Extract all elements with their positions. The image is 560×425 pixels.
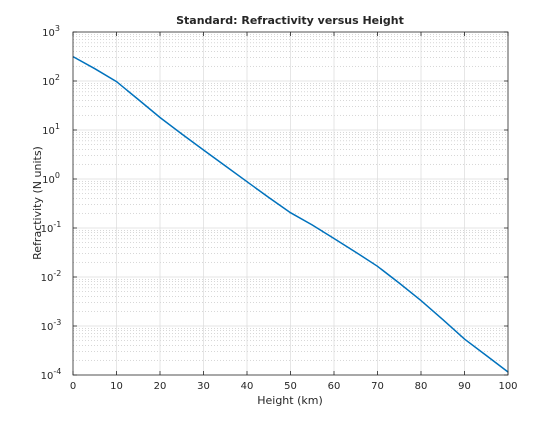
x-tick-label: 20 xyxy=(154,381,167,392)
chart-title: Standard: Refractivity versus Height xyxy=(176,14,404,27)
x-tick-label: 40 xyxy=(241,381,254,392)
x-axis-label: Height (km) xyxy=(257,394,323,407)
y-tick-label: 101 xyxy=(42,122,60,137)
y-tick-label: 100 xyxy=(42,171,60,186)
grid xyxy=(73,32,508,375)
y-tick-label: 10-3 xyxy=(41,318,62,333)
y-tick-label: 10-4 xyxy=(41,367,62,382)
y-tick-label: 10-1 xyxy=(41,220,62,235)
y-axis-label: Refractivity (N units) xyxy=(31,146,44,260)
x-tick-label: 90 xyxy=(458,381,471,392)
y-tick-label: 103 xyxy=(42,24,60,39)
x-tick-label: 0 xyxy=(70,381,76,392)
ticks: 0 10 20 30 40 50 60 70 80 90 100 10-4 10-3 10-2 10-1 10… xyxy=(41,24,518,392)
x-tick-label: 50 xyxy=(284,381,297,392)
y-tick-label: 102 xyxy=(42,73,60,88)
y-tick-label: 10-2 xyxy=(41,269,62,284)
x-tick-label: 100 xyxy=(498,381,517,392)
refractivity-line xyxy=(72,55,509,373)
x-tick-label: 80 xyxy=(415,381,428,392)
x-tick-label: 30 xyxy=(197,381,210,392)
x-tick-label: 70 xyxy=(371,381,384,392)
x-tick-label: 60 xyxy=(328,381,341,392)
x-tick-label: 10 xyxy=(110,381,123,392)
